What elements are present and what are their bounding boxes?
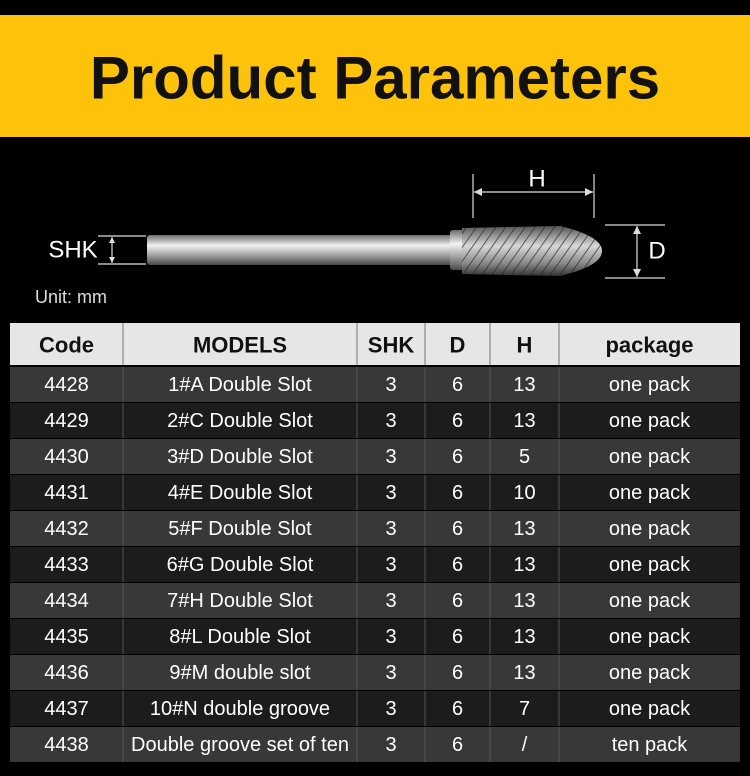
table-cell: 6 bbox=[452, 482, 463, 504]
table-cell: 4433 bbox=[44, 554, 89, 576]
table-cell: 6 bbox=[452, 626, 463, 648]
table-cell: one pack bbox=[609, 590, 691, 612]
column-header: package bbox=[605, 333, 693, 358]
table-cell: 6#G Double Slot bbox=[167, 554, 314, 576]
column-header: MODELS bbox=[193, 333, 287, 358]
table-cell: 3 bbox=[385, 554, 396, 576]
table-cell: 13 bbox=[513, 662, 535, 684]
table-cell: 6 bbox=[452, 590, 463, 612]
table-cell: 13 bbox=[513, 410, 535, 432]
table-row bbox=[10, 583, 740, 618]
table-cell: 5 bbox=[519, 446, 530, 468]
column-header: SHK bbox=[368, 333, 415, 358]
table-cell: 4436 bbox=[44, 662, 89, 684]
table-cell: 5#F Double Slot bbox=[168, 518, 312, 540]
table-cell: 2#C Double Slot bbox=[167, 410, 313, 432]
table-cell: 1#A Double Slot bbox=[168, 374, 312, 396]
table-row bbox=[10, 619, 740, 654]
table-cell: 6 bbox=[452, 374, 463, 396]
table-cell: one pack bbox=[609, 662, 691, 684]
table-cell: 7 bbox=[519, 698, 530, 720]
table-cell: 7#H Double Slot bbox=[167, 590, 313, 612]
table-cell: 4431 bbox=[44, 482, 89, 504]
table-row bbox=[10, 691, 740, 726]
table-cell: 13 bbox=[513, 554, 535, 576]
table-cell: 4438 bbox=[44, 734, 89, 756]
table-row bbox=[10, 403, 740, 438]
unit-label: Unit: mm bbox=[35, 287, 107, 307]
table-cell: 3 bbox=[385, 482, 396, 504]
table-cell: 10 bbox=[513, 482, 535, 504]
table-cell: 4429 bbox=[44, 410, 89, 432]
table-cell: 4434 bbox=[44, 590, 89, 612]
column-header: D bbox=[450, 333, 466, 358]
table-cell: Double groove set of ten bbox=[131, 734, 349, 756]
table-cell: one pack bbox=[609, 482, 691, 504]
table-cell: 6 bbox=[452, 554, 463, 576]
column-header: Code bbox=[39, 333, 94, 358]
column-header: H bbox=[517, 333, 533, 358]
title: Product Parameters bbox=[90, 45, 660, 112]
table-cell: one pack bbox=[609, 554, 691, 576]
table-cell: 13 bbox=[513, 518, 535, 540]
table-row bbox=[10, 727, 740, 762]
table-row bbox=[10, 511, 740, 546]
table-cell: one pack bbox=[609, 626, 691, 648]
table-cell: 6 bbox=[452, 518, 463, 540]
table-cell: one pack bbox=[609, 410, 691, 432]
table-cell: 6 bbox=[452, 698, 463, 720]
table-cell: one pack bbox=[609, 374, 691, 396]
table-cell: 3 bbox=[385, 734, 396, 756]
table-cell: one pack bbox=[609, 698, 691, 720]
table-cell: 6 bbox=[452, 446, 463, 468]
table-cell: 3 bbox=[385, 410, 396, 432]
table-cell: 3#D Double Slot bbox=[167, 446, 313, 468]
table-cell: 4437 bbox=[44, 698, 89, 720]
table-cell: 4432 bbox=[44, 518, 89, 540]
table-cell: 13 bbox=[513, 590, 535, 612]
table-cell: 3 bbox=[385, 626, 396, 648]
table-cell: ten pack bbox=[612, 734, 689, 756]
table-cell: 9#M double slot bbox=[169, 662, 311, 684]
table-cell: one pack bbox=[609, 518, 691, 540]
title-banner bbox=[0, 15, 750, 137]
table-cell: one pack bbox=[609, 446, 691, 468]
table-row bbox=[10, 655, 740, 690]
table-cell: 3 bbox=[385, 662, 396, 684]
table-cell: 3 bbox=[385, 374, 396, 396]
h-label: H bbox=[528, 166, 545, 193]
table-cell: 4#E Double Slot bbox=[168, 482, 313, 504]
table-cell: 4430 bbox=[44, 446, 89, 468]
table-cell: 6 bbox=[452, 662, 463, 684]
table-cell: / bbox=[522, 734, 528, 756]
header-row bbox=[10, 323, 740, 365]
table-row bbox=[10, 475, 740, 510]
table-cell: 6 bbox=[452, 410, 463, 432]
bit-drawing bbox=[147, 226, 602, 276]
table-cell: 8#L Double Slot bbox=[169, 626, 311, 648]
table-cell: 3 bbox=[385, 698, 396, 720]
dimension-lines bbox=[98, 174, 665, 279]
table-row bbox=[10, 547, 740, 582]
table-cell: 13 bbox=[513, 374, 535, 396]
table-cell: 6 bbox=[452, 734, 463, 756]
table-row bbox=[10, 367, 740, 402]
table-cell: 3 bbox=[385, 446, 396, 468]
table-cell: 3 bbox=[385, 518, 396, 540]
table-cell: 3 bbox=[385, 590, 396, 612]
table-cell: 4435 bbox=[44, 626, 89, 648]
shk-label: SHK bbox=[48, 237, 97, 264]
table-cell: 4428 bbox=[44, 374, 89, 396]
d-label: D bbox=[648, 238, 665, 265]
table-cell: 10#N double groove bbox=[150, 698, 330, 720]
table-row bbox=[10, 439, 740, 474]
table-cell: 13 bbox=[513, 626, 535, 648]
